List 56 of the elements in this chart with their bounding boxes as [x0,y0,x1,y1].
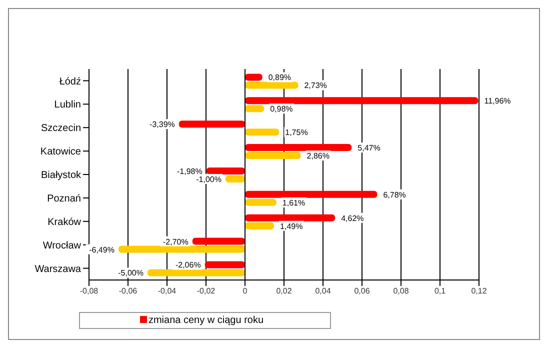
x-tick-label: -0,02 [196,286,216,296]
bar [148,269,245,276]
data-label: -2,70% [162,237,188,246]
bar [245,190,378,198]
bar [206,167,245,174]
data-label: 1,75% [285,128,308,138]
data-label: -5,00% [118,268,144,278]
y-tick-label: Łódź [59,76,81,88]
data-label: 0,89% [268,73,292,82]
bar [245,144,352,152]
legend-label: zmiana ceny w ciągu roku [147,315,264,326]
x-tick-label: -0,08 [80,286,99,296]
data-label: 4,62% [341,214,364,223]
y-tick-label: Wrocław [42,240,82,252]
bar [118,246,245,253]
data-label: -2,06% [175,260,201,270]
bar [245,97,478,104]
bar [245,222,274,230]
x-tick-label: 0 [242,286,248,296]
data-label: 1,61% [282,198,306,208]
x-tick-label: 0,04 [315,286,332,296]
data-label: 1,49% [280,222,303,231]
y-tick-label: Lublin [54,100,81,111]
data-label: 6,78% [383,190,406,200]
bar [178,120,245,128]
y-tick-label: Poznań [47,193,81,204]
data-label: -1,00% [196,174,222,184]
y-tick-label: Białystok [40,170,82,182]
bar [245,82,298,89]
bar [192,238,245,245]
x-tick-label: 0,02 [276,286,292,296]
bar [245,152,301,160]
data-label: -3,39% [150,120,175,130]
y-tick-label: Szczecin [40,123,81,134]
data-label: 0,98% [270,104,293,114]
y-tick-label: Katowice [40,146,82,158]
bar [245,128,280,136]
bar [245,198,276,206]
bar [226,175,245,182]
data-label: 11,96% [484,96,511,106]
data-label: -1,98% [177,166,202,176]
x-tick-label: -0,06 [118,286,138,296]
x-tick-label: -0,04 [158,286,177,296]
x-tick-label: 0,1 [434,286,446,296]
data-label: 5,47% [358,144,380,153]
x-tick-label: 0,12 [471,286,488,296]
bar [245,105,264,112]
x-tick-label: 0,08 [393,286,410,296]
data-label: 2,86% [306,152,330,161]
data-label: 2,73% [304,81,327,90]
bar [245,214,336,222]
data-label: -6,49% [89,245,114,254]
y-tick-label: Warszawa [34,264,82,275]
bar [204,261,245,268]
x-tick-label: 0,06 [354,286,370,296]
y-tick-label: Kraków [48,216,82,228]
